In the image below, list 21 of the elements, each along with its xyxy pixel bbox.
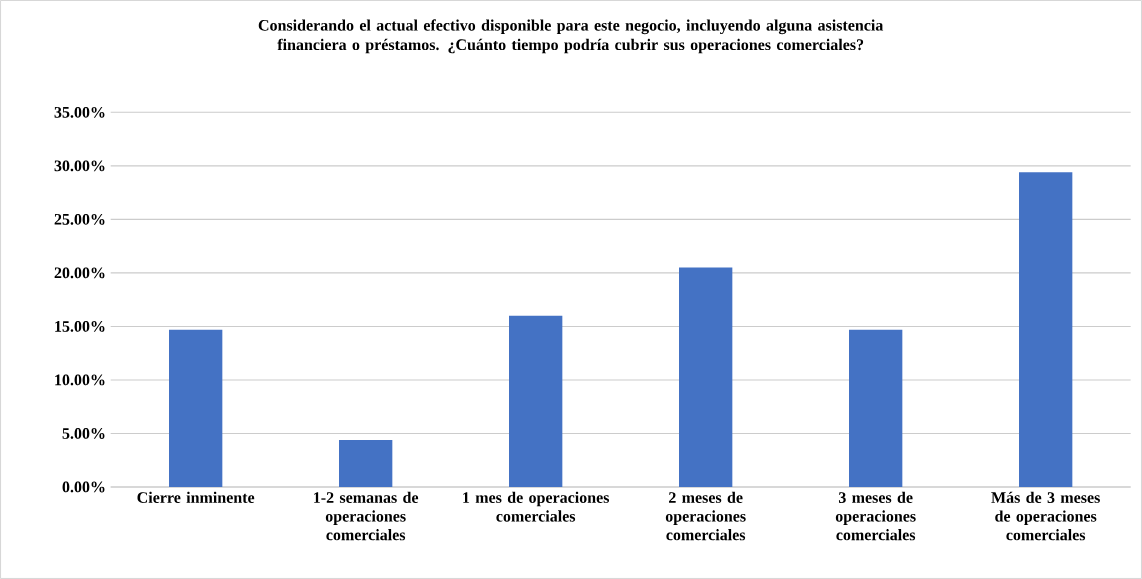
y-tick-label: 30.00% (54, 160, 105, 172)
y-tick-label: 5.00% (62, 428, 105, 439)
y-tick-label: 20.00% (54, 267, 105, 279)
bar (509, 315, 563, 487)
bar (339, 439, 393, 487)
x-tick-label: 3 meses de operaciones comerciales (835, 491, 916, 541)
x-tick-label: 1 mes de operaciones comerciales (463, 491, 610, 522)
bar (849, 329, 903, 487)
x-tick-label: Más de 3 meses de operaciones comerciales (991, 491, 1100, 541)
x-tick-label: Cierre inminente (137, 491, 255, 503)
bar (679, 267, 733, 487)
y-tick-label: 0.00% (62, 481, 105, 493)
y-tick-label: 10.00% (55, 374, 105, 386)
x-tick-label: 2 meses de operaciones comerciales (665, 491, 746, 541)
y-tick-label: 15.00% (55, 320, 105, 332)
x-tick-label: 1-2 semanas de operaciones comerciales (314, 491, 419, 541)
y-tick-label: 35.00% (54, 106, 105, 118)
y-tick-label: 25.00% (54, 213, 105, 225)
bar (169, 329, 223, 487)
bar (1019, 172, 1073, 487)
chart-title: Considerando el actual efectivo disponible para este negocio, incluyendo alguna asistencia financiera o préstamos. ¿Cuánto tiempo podría cubrir sus operaciones comerciales? (258, 19, 884, 54)
